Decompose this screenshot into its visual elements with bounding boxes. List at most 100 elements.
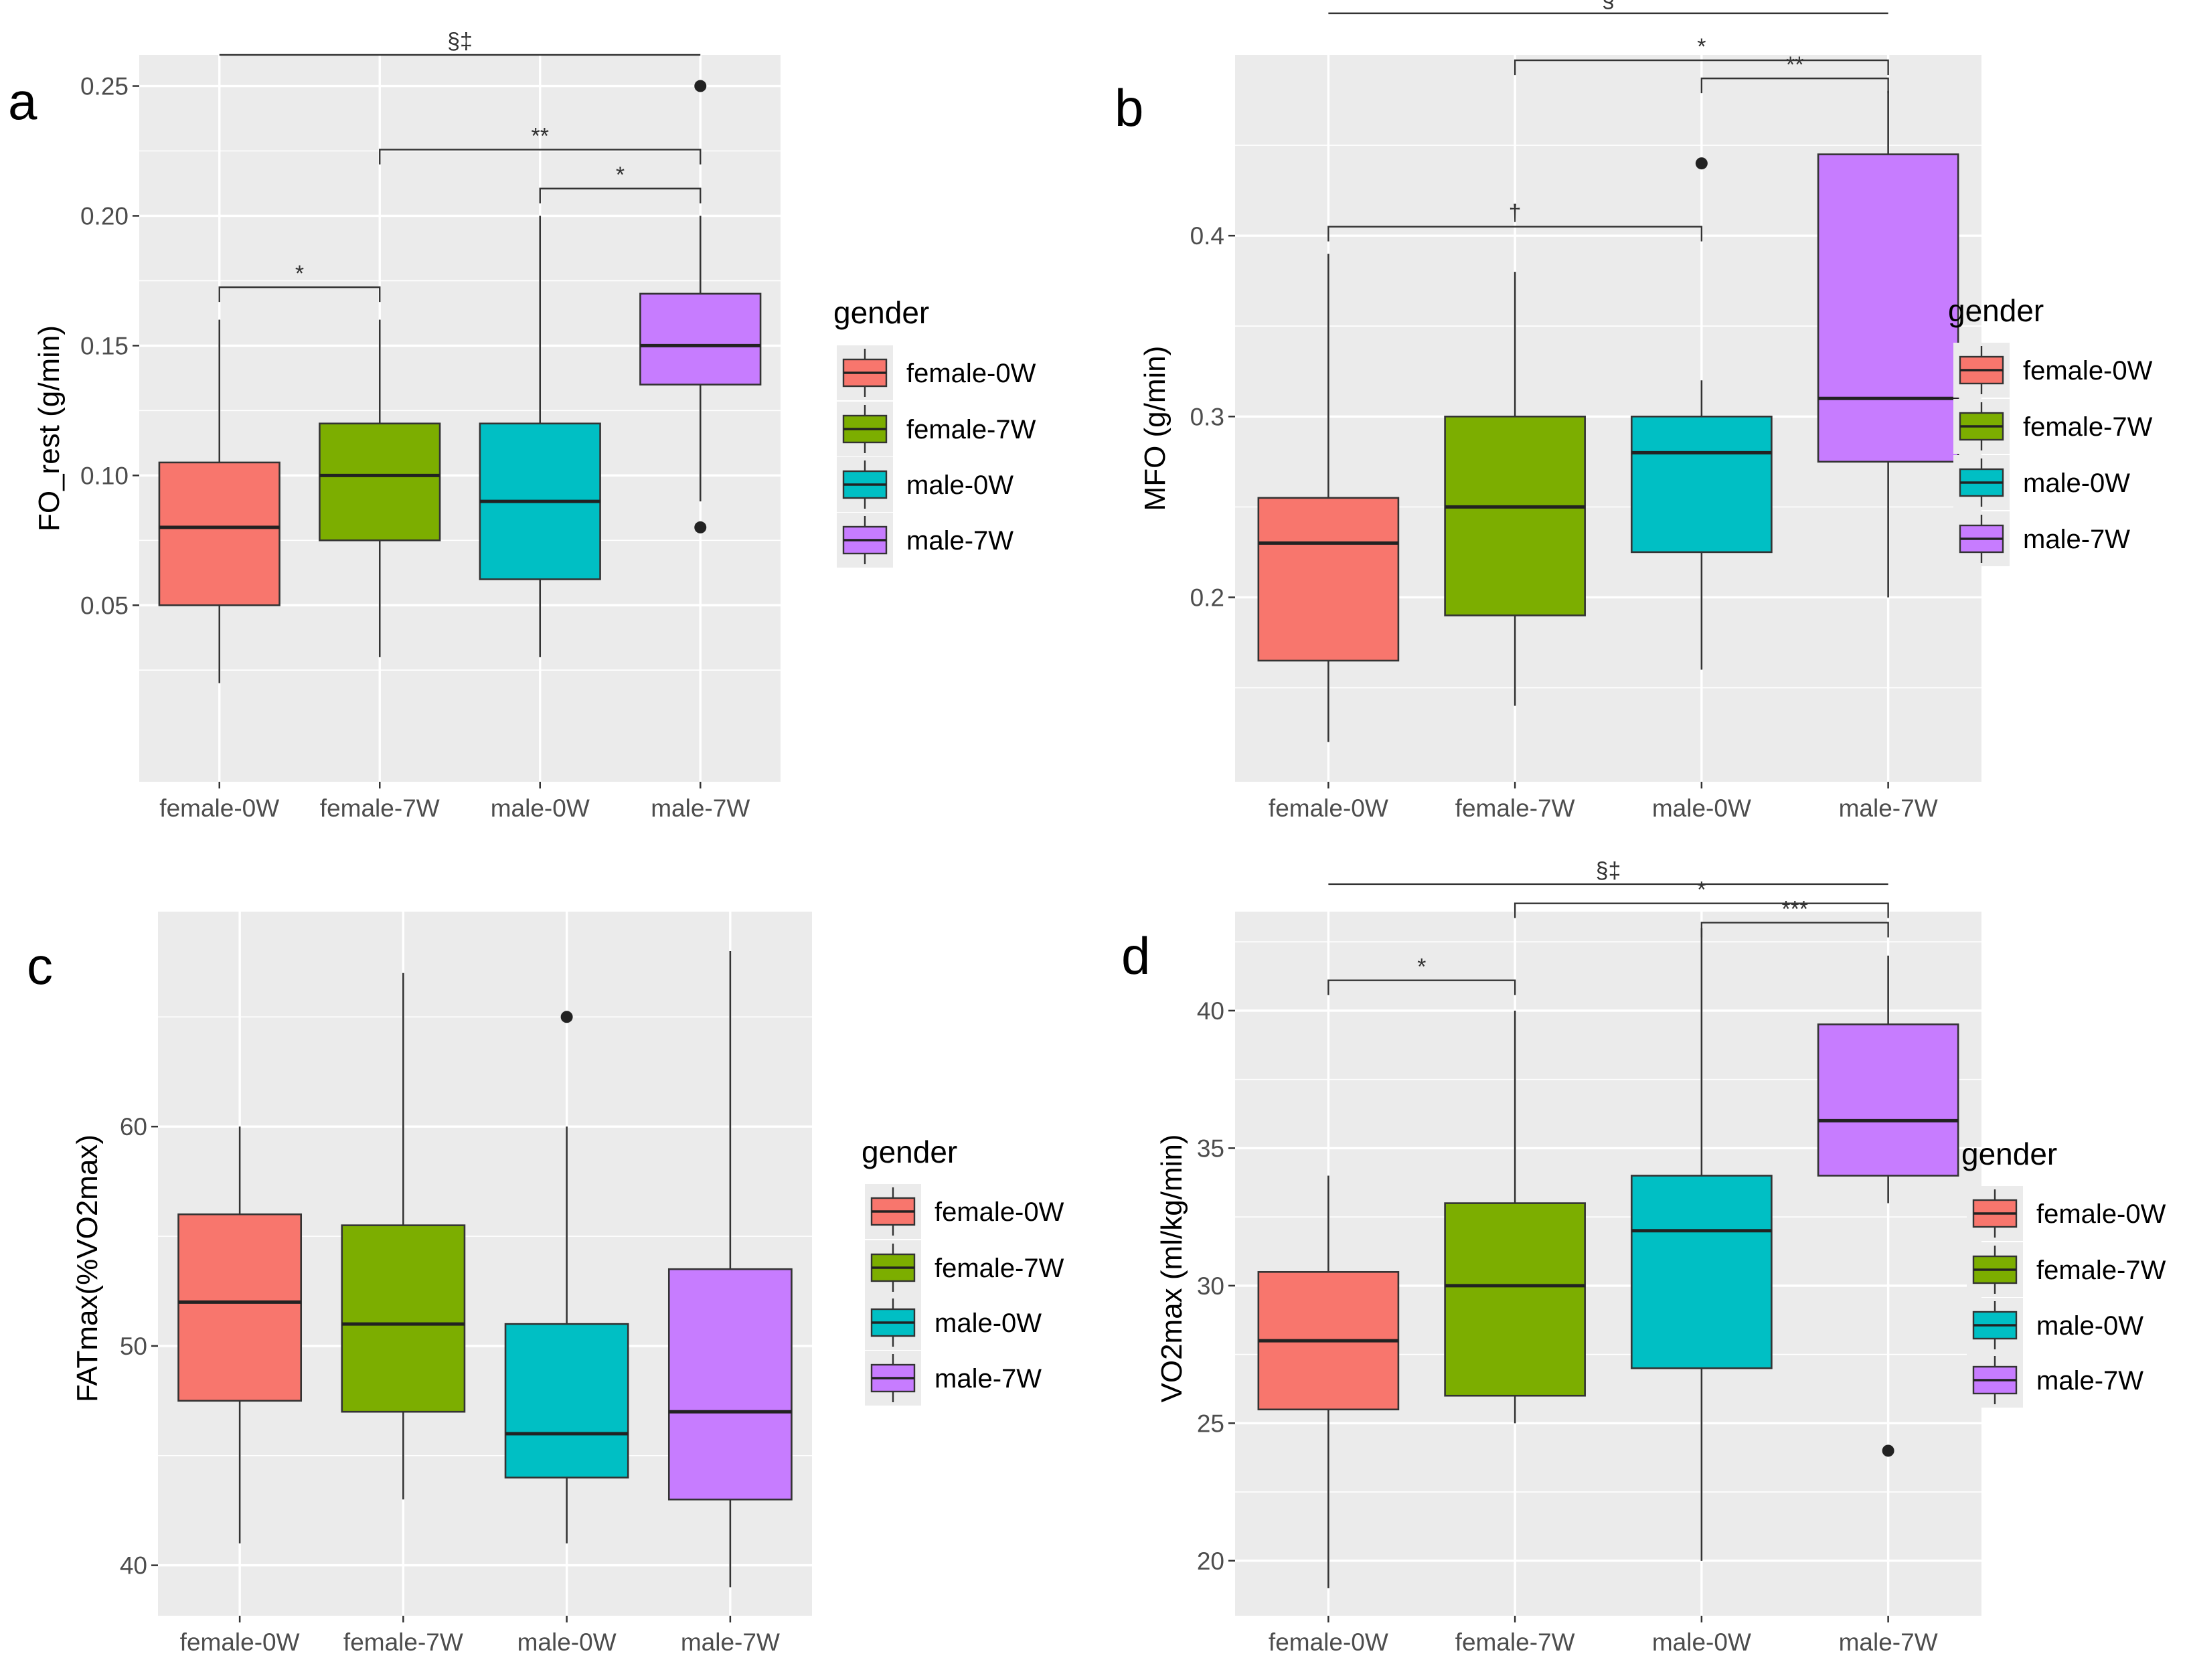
legend-title: gender [1961, 1137, 2057, 1171]
y-tick-label: 20 [1197, 1547, 1224, 1575]
box-female-0W [1257, 254, 1400, 742]
legend-label: male-0W [935, 1309, 1042, 1338]
x-tick-label: female-7W [1455, 1628, 1575, 1656]
outlier-point [1695, 157, 1708, 170]
y-axis-title: MFO (g/min) [1139, 346, 1171, 511]
box-male-0W [479, 216, 601, 657]
legend-entry-male-0W: male-0W [837, 457, 1014, 512]
y-axis-title: FO_rest (g/min) [33, 325, 66, 531]
legend-label: male-7W [2023, 525, 2130, 554]
legend-label: female-0W [2023, 356, 2153, 386]
panel-c: 40 50 60 female-0W female-7W male-0W male-7W FA… [27, 912, 1064, 1656]
outlier-point [1882, 1444, 1894, 1457]
legend-label: female-7W [2036, 1256, 2166, 1285]
legend-entry-female-0W: female-0W [1953, 343, 2153, 398]
significance-bracket: ** [379, 124, 702, 165]
bracket-line [1327, 226, 1703, 242]
legend-title: gender [862, 1135, 957, 1169]
significance-label: * [616, 163, 625, 188]
box-iqr [1257, 497, 1400, 662]
box-iqr [667, 1268, 793, 1501]
x-tick-label: female-7W [343, 1628, 463, 1656]
panel-letter: a [8, 72, 37, 131]
x-tick-label: female-7W [320, 794, 440, 822]
box-iqr [1631, 1175, 1773, 1369]
bracket-line [1514, 59, 1889, 76]
legend-entry-female-7W: female-7W [1967, 1242, 2166, 1297]
significance-bracket: *** [1700, 896, 1889, 938]
x-tick-label: male-7W [681, 1628, 780, 1656]
legend-label: female-0W [2036, 1199, 2166, 1229]
box-iqr [319, 422, 441, 541]
significance-label: *** [1781, 896, 1808, 922]
significance-label: ** [1786, 52, 1803, 78]
significance-bracket: † [1327, 201, 1703, 242]
significance-label: * [295, 261, 304, 286]
legend-entry-male-0W: male-0W [1953, 455, 2130, 510]
box-iqr [177, 1213, 303, 1402]
bracket-line [1514, 902, 1889, 918]
box-iqr [504, 1323, 629, 1479]
legend: gender female-0W female-7W male-0W male-7W [1961, 1137, 2166, 1408]
box-iqr [158, 461, 280, 606]
legend-entry-female-0W: female-0W [865, 1184, 1064, 1239]
box-iqr [1631, 415, 1773, 554]
significance-label: ** [532, 124, 549, 149]
x-tick-label: male-7W [1839, 794, 1938, 822]
box-iqr [1817, 153, 1959, 463]
legend-entry-female-0W: female-0W [1967, 1186, 2166, 1241]
y-tick-label: 30 [1197, 1272, 1224, 1300]
bracket-line [1700, 922, 1889, 938]
significance-label: † [1509, 201, 1522, 226]
x-tick-label: male-0W [517, 1628, 617, 1656]
x-tick-label: female-0W [180, 1628, 300, 1656]
y-tick-label: 40 [1197, 997, 1224, 1025]
y-tick-label: 35 [1197, 1135, 1224, 1162]
y-tick-label: 40 [120, 1552, 147, 1580]
legend-entry-male-7W: male-7W [865, 1351, 1042, 1406]
legend-label: male-0W [2036, 1311, 2143, 1341]
y-tick-label: 0.20 [80, 202, 129, 230]
legend-label: male-7W [2036, 1366, 2143, 1396]
legend-entry-female-7W: female-7W [837, 402, 1036, 456]
significance-bracket: §‡ [219, 29, 701, 56]
y-tick-label: 50 [120, 1333, 147, 1360]
panels: 0.05 0.10 0.15 0.20 0.25 female-0W female-7W ma… [8, 0, 2166, 1656]
box-female-7W [341, 973, 466, 1500]
y-tick-label: 0.2 [1190, 584, 1224, 611]
significance-bracket: * [1514, 34, 1889, 76]
legend-label: female-7W [906, 415, 1036, 444]
x-tick-label: female-0W [1269, 794, 1388, 822]
significance-label: * [1697, 877, 1706, 903]
plot-background [139, 55, 781, 782]
panel-d: 20 25 30 35 40 female-0W female-7W male-0W male-… [1121, 858, 2166, 1656]
panel-letter: c [27, 936, 53, 995]
panel-b: 0.2 0.3 0.4 female-0W female-7W male-0W male-7… [1115, 0, 2153, 822]
bracket-line [1700, 77, 1889, 94]
box-female-7W [1444, 1010, 1586, 1424]
legend-entry-male-7W: male-7W [1967, 1353, 2143, 1408]
y-axis-title: VO2max (ml/kg/min) [1155, 1135, 1188, 1403]
box-iqr [341, 1224, 466, 1413]
y-tick-label: 0.15 [80, 332, 129, 359]
outlier-point [694, 521, 707, 533]
box-iqr [639, 292, 762, 386]
panel-letter: b [1115, 78, 1143, 137]
box-iqr [1817, 1023, 1959, 1177]
box-female-7W [1444, 272, 1586, 706]
legend-label: male-0W [2023, 469, 2130, 498]
box-female-7W [319, 319, 441, 657]
legend-entry-male-7W: male-7W [1953, 511, 2130, 566]
legend-label: female-0W [906, 359, 1036, 388]
legend-label: male-7W [906, 526, 1014, 556]
box-male-0W [504, 1011, 629, 1543]
x-tick-label: male-0W [1652, 1628, 1751, 1656]
x-tick-label: female-0W [1269, 1628, 1388, 1656]
bracket-line [218, 286, 381, 303]
significance-label: §‡ [1596, 858, 1621, 884]
legend: gender female-0W female-7W male-0W male-7W [862, 1135, 1064, 1406]
significance-bracket: § [1328, 0, 1888, 15]
bracket-line [539, 187, 702, 203]
x-tick-label: male-0W [491, 794, 590, 822]
